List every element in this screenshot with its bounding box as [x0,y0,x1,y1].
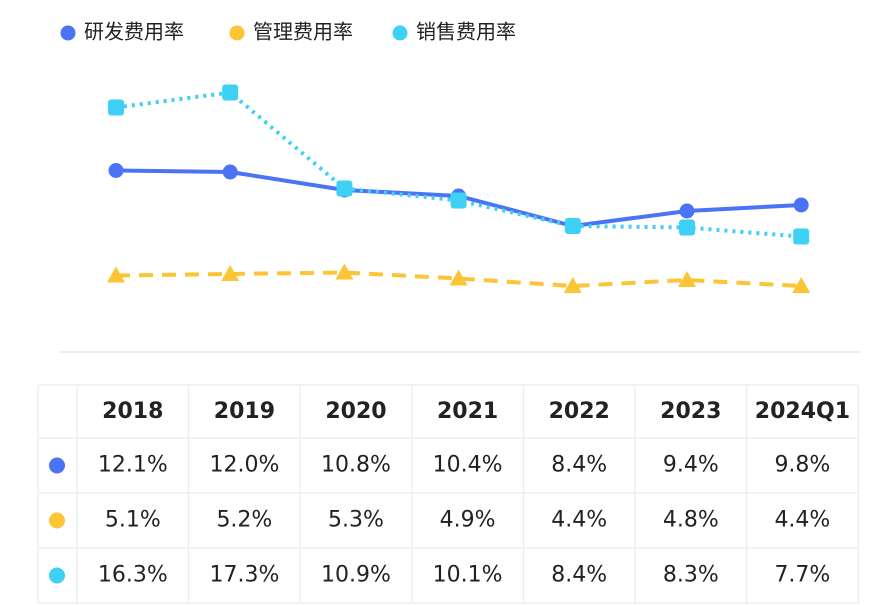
point [108,99,124,116]
table-cell: 5.3% [328,508,384,533]
legend-marker [229,25,245,41]
table-cell: 10.8% [321,453,391,478]
table-cell: 12.1% [98,453,168,478]
point [792,277,811,293]
legend-marker [392,25,408,41]
table-cell: 4.9% [440,508,496,533]
table-header: 2018 [102,399,163,424]
table-cell: 8.4% [551,453,607,478]
table-cell: 5.1% [105,508,161,533]
point [679,203,695,219]
point [107,266,125,283]
table-cell: 10.4% [433,453,503,478]
table-cell: 8.3% [663,563,719,588]
point [221,265,240,281]
table-header: 2024Q1 [755,399,850,424]
point [449,269,468,286]
point [450,192,467,209]
point [336,180,353,197]
table-header: 2023 [660,399,721,424]
row-marker [49,512,65,529]
point [793,228,810,245]
legend-marker [60,25,76,41]
table-cell: 5.2% [216,508,272,533]
table-cell: 4.8% [663,508,719,533]
table-cell: 9.8% [774,453,830,478]
table-cell: 4.4% [774,508,830,533]
table-cell: 8.4% [551,563,607,588]
table-header: 2022 [549,399,610,424]
legend-label: 研发费用率 [84,20,184,44]
row-marker [49,567,65,584]
table-cell: 7.7% [774,563,830,588]
legend-label: 销售费用率 [416,20,516,44]
point [678,271,696,287]
series-line [115,90,802,239]
table-cell: 17.3% [209,563,279,588]
point [679,219,695,236]
table-cell: 16.3% [98,563,168,588]
point [563,277,582,293]
table-cell: 4.4% [551,508,607,533]
point [564,218,581,234]
point [222,164,238,180]
point [793,197,809,213]
table-header: 2019 [214,399,275,424]
legend-label: 管理费用率 [253,20,353,44]
point [108,163,124,178]
table-header: 2021 [437,399,498,424]
point [335,263,354,280]
table-cell: 12.0% [209,453,279,478]
table-cell: 9.4% [663,453,719,478]
row-marker [49,457,65,474]
table-cell: 10.1% [433,563,503,588]
point [222,84,239,101]
table-header: 2020 [325,399,386,424]
table-cell: 10.9% [321,563,391,588]
